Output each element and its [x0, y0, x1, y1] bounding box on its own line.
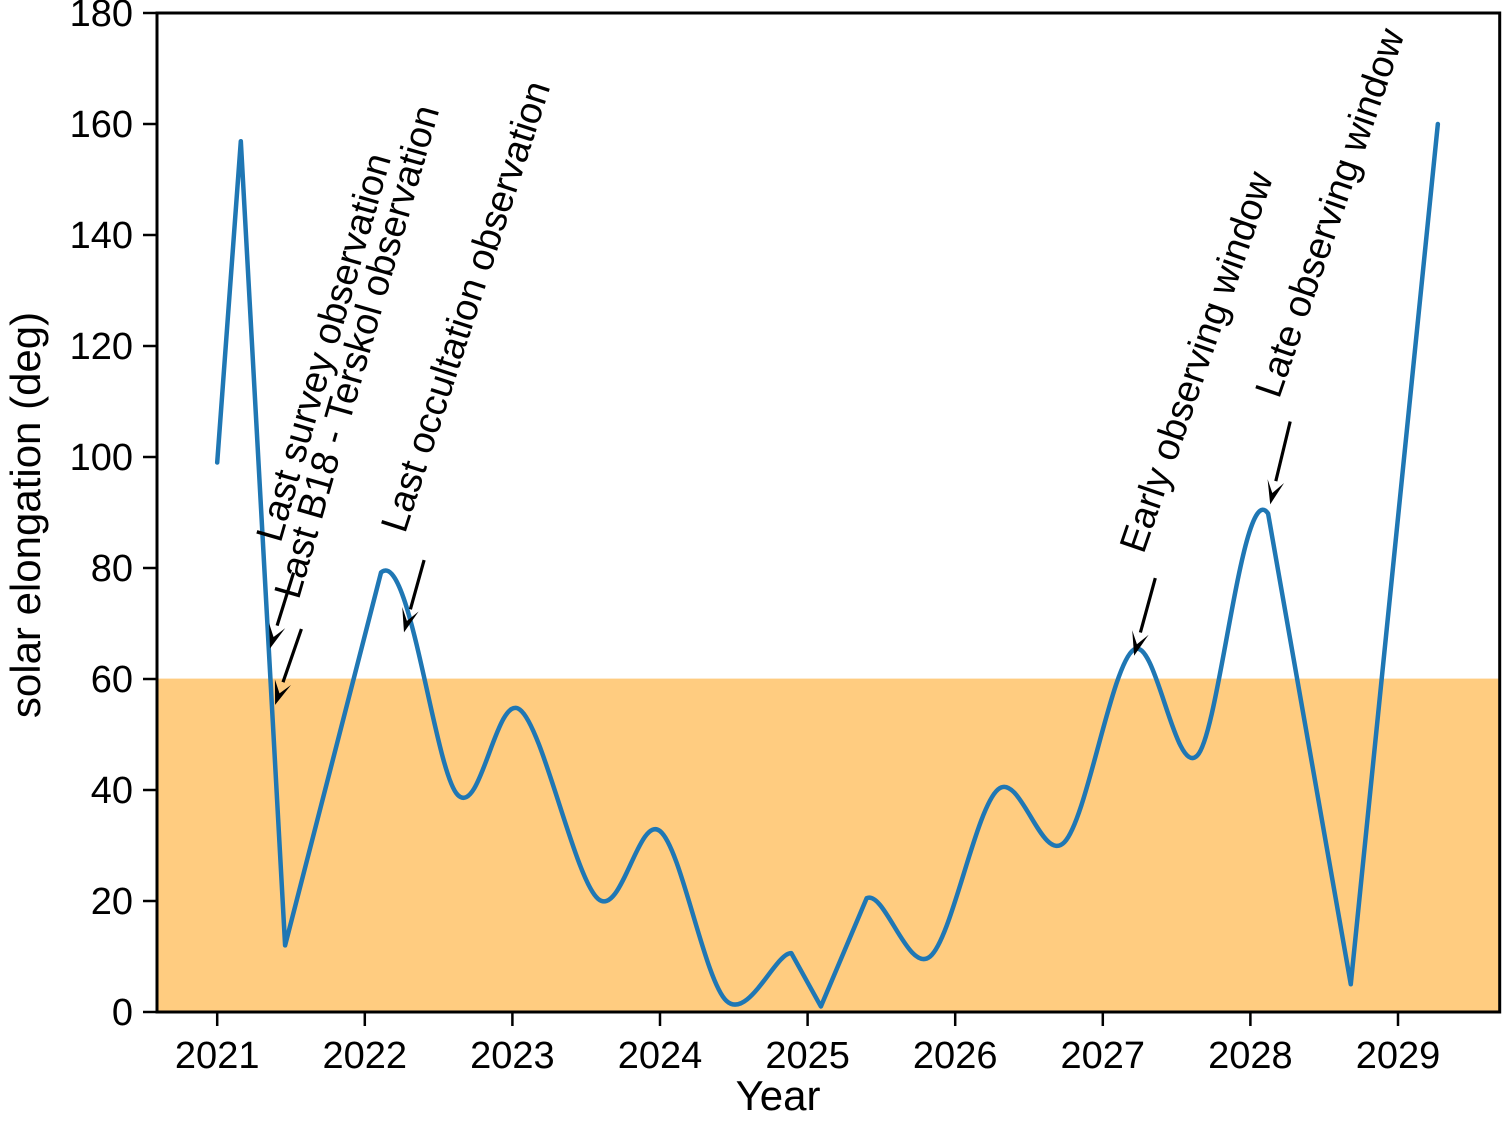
svg-text:2023: 2023: [470, 1035, 555, 1077]
svg-text:140: 140: [70, 215, 133, 257]
svg-text:2028: 2028: [1208, 1035, 1293, 1077]
svg-text:160: 160: [70, 104, 133, 146]
svg-text:2029: 2029: [1356, 1035, 1441, 1077]
svg-text:120: 120: [70, 326, 133, 368]
svg-text:Year: Year: [736, 1072, 821, 1119]
svg-text:0: 0: [112, 992, 133, 1034]
svg-text:2025: 2025: [765, 1035, 850, 1077]
svg-text:2024: 2024: [618, 1035, 703, 1077]
svg-text:Late observing window: Late observing window: [1248, 23, 1414, 403]
svg-text:100: 100: [70, 437, 133, 479]
svg-text:40: 40: [91, 770, 133, 812]
svg-text:20: 20: [91, 881, 133, 923]
svg-text:2027: 2027: [1061, 1035, 1146, 1077]
svg-text:solar elongation (deg): solar elongation (deg): [2, 312, 49, 718]
svg-text:2021: 2021: [175, 1035, 260, 1077]
svg-text:2026: 2026: [913, 1035, 998, 1077]
svg-text:80: 80: [91, 548, 133, 590]
svg-text:180: 180: [70, 0, 133, 35]
svg-text:60: 60: [91, 659, 133, 701]
svg-text:2022: 2022: [323, 1035, 408, 1077]
